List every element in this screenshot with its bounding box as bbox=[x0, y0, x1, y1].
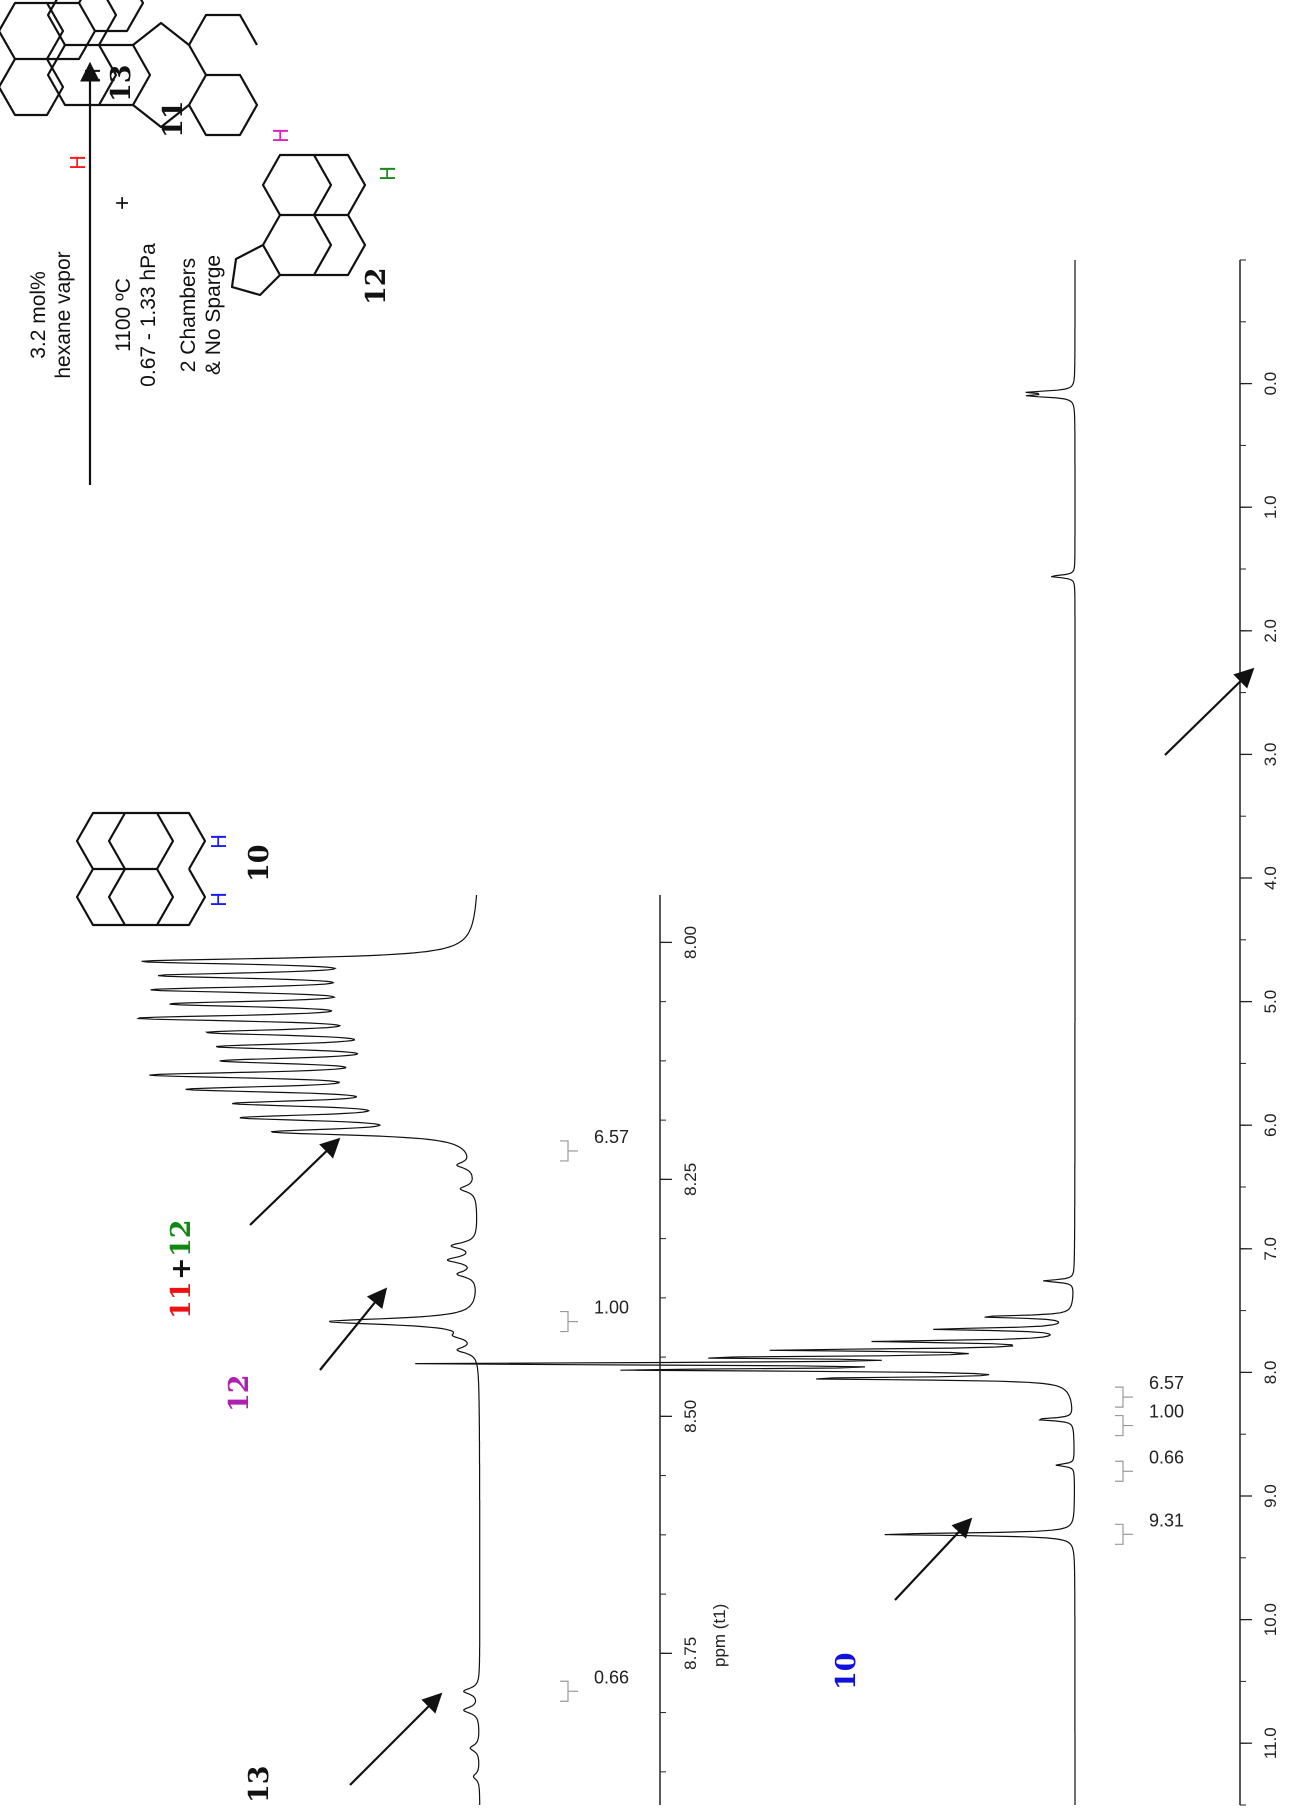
label-11-plus-12: 11 + 12 bbox=[166, 1219, 197, 1319]
x-tick-label: 1.0 bbox=[1261, 495, 1280, 519]
compound-10-structure: H H 10 bbox=[75, 811, 275, 927]
arrow-11-12 bbox=[249, 1137, 341, 1226]
x-tick-label: 8.00 bbox=[681, 926, 700, 959]
reaction-scheme: H H 10 3.2 mol% hexane vapor 1100 ºC 0.6… bbox=[0, 0, 400, 927]
x-tick-label: 5.0 bbox=[1261, 990, 1280, 1014]
x-tick-label: 7.0 bbox=[1261, 1237, 1280, 1261]
integral-bracket bbox=[560, 1310, 569, 1333]
inset-ticks bbox=[660, 941, 672, 1773]
integral-value: 0.66 bbox=[1149, 1447, 1184, 1467]
condition-line-2: hexane vapor bbox=[52, 251, 75, 378]
arrow-full-left bbox=[1164, 667, 1255, 756]
h-label: H bbox=[207, 892, 231, 907]
h-label: H bbox=[269, 128, 293, 143]
label-12-green: 12 bbox=[166, 1219, 197, 1257]
full-integrals: 6.57 1.00 0.66 9.31 bbox=[1115, 1373, 1184, 1545]
x-tick-label: 8.50 bbox=[681, 1400, 700, 1433]
h-label: H bbox=[66, 155, 90, 170]
integral-value: 1.00 bbox=[594, 1298, 629, 1318]
full-spectrum: 11.0 10.0 9.0 8.0 7.0 6.0 5.0 4.0 3.0 2.0 1.0 0.0 6… bbox=[415, 259, 1280, 1806]
compound-13-label: 13 bbox=[106, 64, 137, 102]
compound-12-structure: H H bbox=[230, 128, 400, 297]
inset-tick-labels: 8.75 8.50 8.25 8.00 bbox=[681, 926, 700, 1670]
x-tick-label: 2.0 bbox=[1261, 619, 1280, 643]
integral-value: 9.31 bbox=[1149, 1510, 1184, 1530]
compound-13-structure: H H bbox=[0, 0, 145, 117]
plus-sign: + bbox=[109, 196, 136, 210]
x-tick-label: 3.0 bbox=[1261, 743, 1280, 767]
condition-line-4: 0.67 - 1.33 hPa bbox=[137, 243, 160, 387]
reaction-arrow-block: 3.2 mol% hexane vapor 1100 ºC 0.67 - 1.3… bbox=[27, 61, 225, 485]
peak-labels: 13 12 11 + 12 10 bbox=[166, 1219, 862, 1803]
inset-xlabel: ppm (t1) bbox=[710, 1604, 729, 1667]
h-label: H bbox=[81, 68, 105, 83]
label-10: 10 bbox=[831, 1652, 862, 1690]
integral-bracket bbox=[560, 1680, 569, 1702]
condition-line-3: 1100 ºC bbox=[112, 278, 135, 352]
full-tick-labels: 11.0 10.0 9.0 8.0 7.0 6.0 5.0 4.0 3.0 2.0 1.0 0.0 bbox=[1261, 372, 1280, 1759]
label-13: 13 bbox=[244, 1765, 275, 1803]
integral-value: 1.00 bbox=[1149, 1402, 1184, 1422]
integral-value: 0.66 bbox=[594, 1667, 629, 1687]
arrow-10 bbox=[894, 1517, 973, 1601]
x-tick-label: 8.75 bbox=[681, 1637, 700, 1670]
x-tick-label: 11.0 bbox=[1261, 1727, 1280, 1759]
inset-integrals: 6.57 1.00 0.66 bbox=[560, 1127, 629, 1702]
x-tick-label: 6.0 bbox=[1261, 1113, 1280, 1137]
x-tick-label: 4.0 bbox=[1261, 866, 1280, 890]
compound-10-label: 10 bbox=[244, 844, 275, 882]
arrow-13 bbox=[349, 1692, 443, 1786]
x-tick-label: 0.0 bbox=[1261, 372, 1280, 396]
inset-spectrum-trace bbox=[136, 895, 481, 1805]
h-label: H bbox=[376, 166, 400, 181]
integral-bracket bbox=[1115, 1523, 1124, 1545]
inset-spectrum: 8.75 8.50 8.25 8.00 6.57 1.00 0.66 ppm (t1) bbox=[136, 895, 729, 1805]
h-label: H bbox=[207, 834, 231, 849]
integral-bracket bbox=[560, 1140, 569, 1162]
arrow-12 bbox=[319, 1287, 388, 1371]
x-tick-label: 9.0 bbox=[1261, 1484, 1280, 1508]
arrows bbox=[249, 667, 1255, 1786]
label-11: 11 bbox=[166, 1281, 197, 1319]
x-tick-label: 8.25 bbox=[681, 1163, 700, 1196]
compound-11-structure: H H bbox=[46, 0, 259, 170]
integral-bracket bbox=[1115, 1386, 1124, 1408]
integral-value: 6.57 bbox=[1149, 1373, 1184, 1393]
compound-11-label: 11 bbox=[158, 100, 189, 138]
x-tick-label: 10.0 bbox=[1261, 1603, 1280, 1636]
full-ticks bbox=[1240, 259, 1252, 1806]
label-plus: + bbox=[166, 1257, 197, 1280]
integral-value: 6.57 bbox=[594, 1127, 629, 1147]
condition-line-6: & No Sparge bbox=[202, 255, 225, 375]
condition-line-1: 3.2 mol% bbox=[27, 271, 50, 359]
integral-bracket bbox=[1115, 1414, 1124, 1437]
condition-line-5: 2 Chambers bbox=[177, 258, 200, 372]
full-spectrum-trace bbox=[415, 260, 1076, 1805]
label-12-magenta: 12 bbox=[224, 1374, 255, 1412]
x-tick-label: 8.0 bbox=[1261, 1361, 1280, 1385]
integral-bracket bbox=[1115, 1460, 1124, 1482]
compound-12-label: 12 bbox=[361, 267, 392, 305]
